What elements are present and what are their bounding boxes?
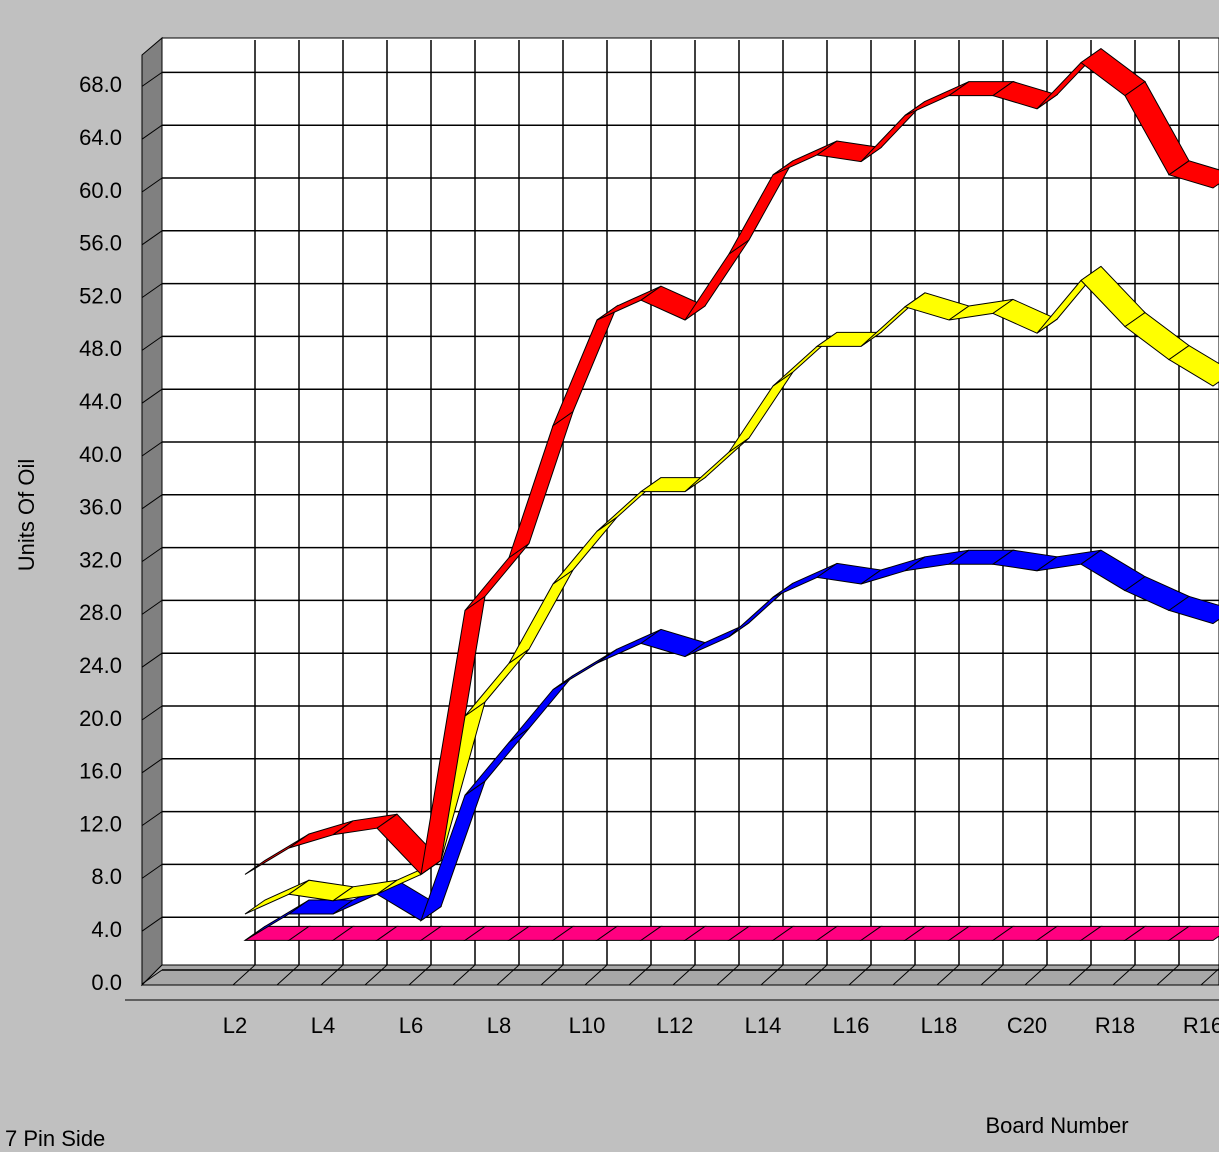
y-tick-label: 16.0 <box>79 759 122 784</box>
wall-grid-line <box>141 599 163 615</box>
y-tick-label: 0.0 <box>91 970 122 995</box>
wall-grid-line <box>141 388 163 404</box>
x-tick <box>452 964 476 986</box>
x-tick <box>672 964 696 986</box>
x-tick-label: L18 <box>921 1013 958 1038</box>
wall-grid-line <box>141 652 163 668</box>
x-tick <box>1156 964 1180 986</box>
y-tick-label: 32.0 <box>79 547 122 572</box>
wall-grid-line <box>141 863 163 879</box>
y-tick-label: 60.0 <box>79 178 122 203</box>
y-tick-label: 8.0 <box>91 864 122 889</box>
x-tick <box>1068 964 1092 986</box>
wall-grid-line <box>141 494 163 510</box>
y-axis-label: Units Of Oil <box>14 459 39 571</box>
wall-grid-line <box>141 811 163 827</box>
back-wall <box>161 37 1219 966</box>
x-tick <box>364 964 388 986</box>
y-tick-label: 64.0 <box>79 125 122 150</box>
y-tick-label: 24.0 <box>79 653 122 678</box>
x-tick-label: L2 <box>223 1013 247 1038</box>
wall-grid-line <box>141 71 163 87</box>
y-tick-label: 4.0 <box>91 917 122 942</box>
x-tick <box>848 964 872 986</box>
y-tick-label: 48.0 <box>79 336 122 361</box>
x-tick <box>1024 964 1048 986</box>
y-tick-label: 28.0 <box>79 600 122 625</box>
wall-grid-line <box>141 230 163 246</box>
ribbon-segment <box>1167 925 1219 941</box>
wall-grid-line <box>141 335 163 351</box>
x-tick <box>1200 967 1219 986</box>
ribbon-segment <box>1167 160 1219 189</box>
x-tick <box>540 964 564 986</box>
y-tick-label: 52.0 <box>79 283 122 308</box>
footer-text: 7 Pin Side <box>5 1126 105 1151</box>
y-tick-label: 12.0 <box>79 811 122 836</box>
x-tick <box>892 964 916 986</box>
x-tick-label: L14 <box>745 1013 782 1038</box>
ribbon-segment <box>1168 345 1219 387</box>
wall-grid-line <box>141 124 163 140</box>
y-tick-label: 68.0 <box>79 72 122 97</box>
x-tick <box>980 964 1004 986</box>
x-tick-label: R16 <box>1183 1013 1219 1038</box>
wall-grid-line <box>141 177 163 193</box>
wall-grid-line <box>141 705 163 721</box>
x-tick-label: L16 <box>833 1013 870 1038</box>
x-tick-label: L4 <box>311 1013 335 1038</box>
x-tick <box>320 964 344 986</box>
x-tick <box>408 964 432 986</box>
x-tick-label: L8 <box>487 1013 511 1038</box>
x-tick <box>804 964 828 986</box>
y-tick-label: 20.0 <box>79 706 122 731</box>
wall-grid-line <box>141 441 163 457</box>
x-tick <box>716 964 740 986</box>
y-tick-label: 36.0 <box>79 495 122 520</box>
x-tick <box>1112 964 1136 986</box>
x-tick <box>232 964 256 986</box>
wall-grid-line <box>141 283 163 299</box>
wall-grid-line <box>141 758 163 774</box>
wall-grid-line <box>141 916 163 932</box>
x-tick <box>584 964 608 986</box>
x-tick-label: C20 <box>1007 1013 1047 1038</box>
wall-grid-line <box>141 969 163 985</box>
y-tick-label: 56.0 <box>79 231 122 256</box>
x-tick <box>496 964 520 986</box>
y-tick-label: 44.0 <box>79 389 122 414</box>
ribbon-segment <box>1167 595 1219 625</box>
x-tick <box>760 964 784 986</box>
wall-grid-line <box>141 547 163 563</box>
floor <box>140 964 1219 986</box>
x-tick <box>276 964 300 986</box>
x-tick-label: L12 <box>657 1013 694 1038</box>
x-tick-label: L10 <box>569 1013 606 1038</box>
x-tick-label: L6 <box>399 1013 423 1038</box>
x-tick <box>936 964 960 986</box>
x-tick <box>628 964 652 986</box>
x-tick-label: R18 <box>1095 1013 1135 1038</box>
y-tick-label: 40.0 <box>79 442 122 467</box>
x-axis-label: Board Number <box>985 1113 1128 1138</box>
